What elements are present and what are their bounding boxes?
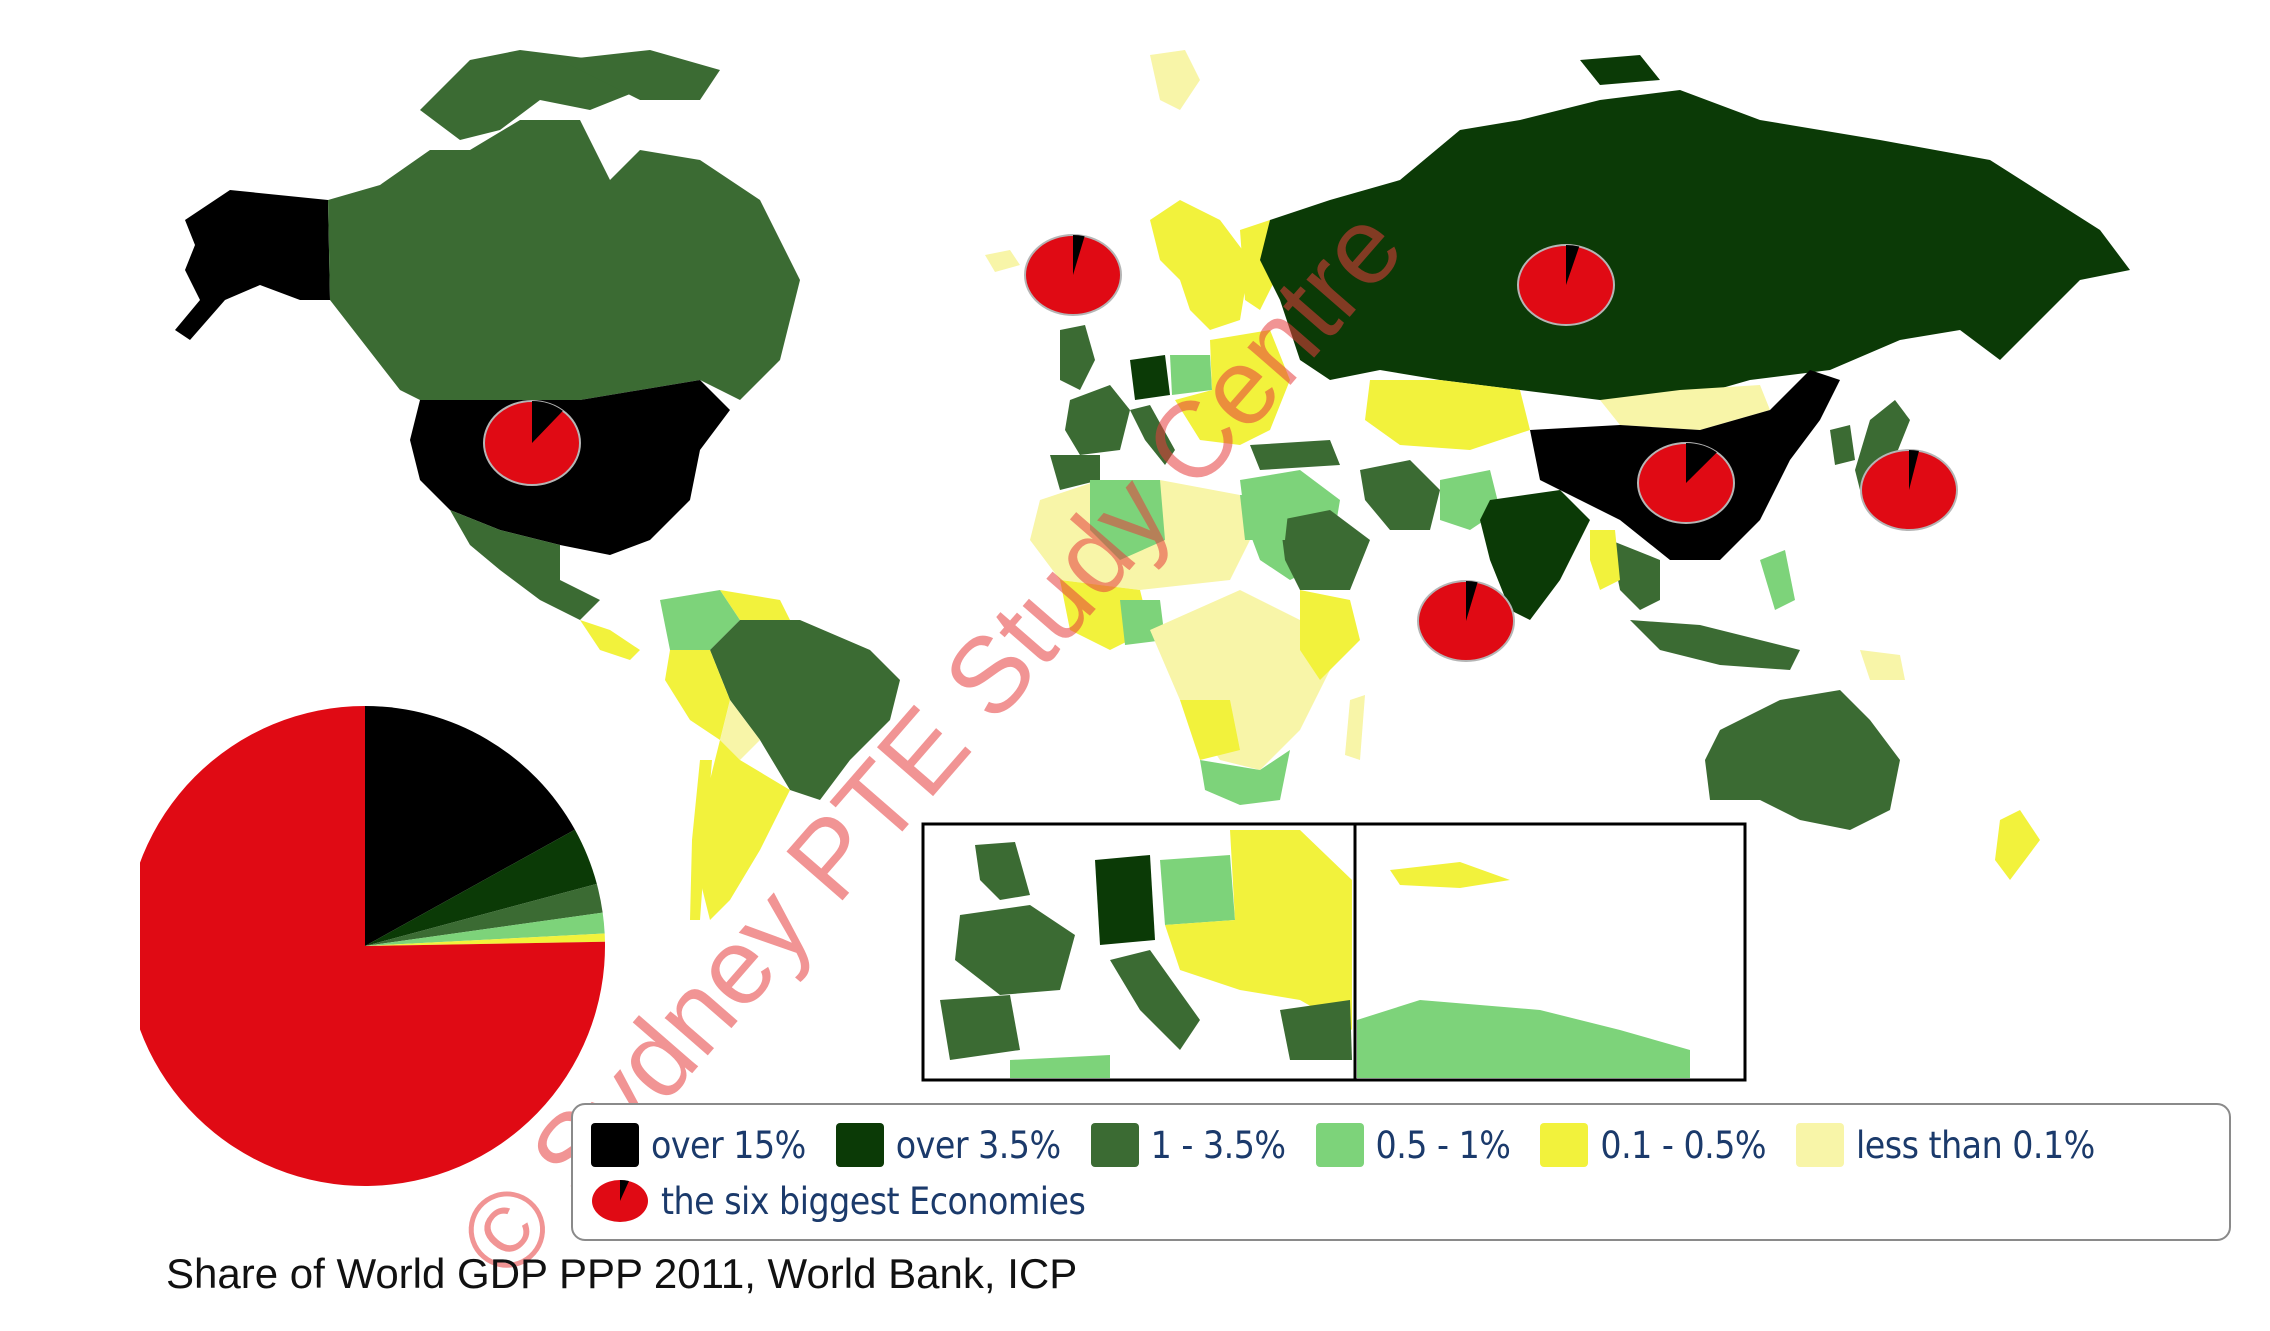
legend-swatch <box>1796 1123 1845 1167</box>
region-east-europe <box>1175 330 1290 445</box>
legend-row-pie: the six biggest Economies <box>591 1179 1115 1223</box>
legend-swatch <box>1090 1123 1139 1167</box>
legend-row-categories: over 15% over 3.5% 1 - 3.5% 0.5 - 1% 0.1… <box>591 1123 2095 1167</box>
region-italy <box>1130 405 1175 465</box>
region-chile <box>690 760 712 920</box>
region-uk <box>1060 325 1095 390</box>
region-indonesia <box>1630 620 1800 670</box>
economy-pie-slice <box>1073 235 1085 275</box>
region-greenland <box>1150 50 1200 110</box>
region-iran <box>1360 460 1440 530</box>
legend-pie-label: the six biggest Economies <box>661 1179 1086 1223</box>
inset-south-america <box>1357 1000 1690 1078</box>
region-peru <box>665 650 730 740</box>
legend: over 15% over 3.5% 1 - 3.5% 0.5 - 1% 0.1… <box>571 1103 2231 1241</box>
region-new-zealand <box>1995 810 2040 880</box>
region-france <box>1065 385 1130 455</box>
legend-swatch <box>591 1123 639 1167</box>
region-thailand <box>1590 530 1620 590</box>
inset-east <box>1165 830 1352 1030</box>
region-east-africa <box>1300 590 1360 680</box>
pie-slice <box>365 912 605 946</box>
legend-label: 0.5 - 1% <box>1375 1123 1511 1167</box>
pie-slice <box>365 883 603 946</box>
region-india <box>1480 490 1590 620</box>
region-angola <box>1180 700 1240 760</box>
legend-item: 0.1 - 0.5% <box>1540 1123 1767 1167</box>
region-central-africa <box>1150 590 1330 770</box>
legend-label: less than 0.1% <box>1856 1123 2095 1167</box>
region-bolivia <box>720 700 760 760</box>
legend-item: 0.5 - 1% <box>1315 1123 1511 1167</box>
region-alaska <box>175 190 330 340</box>
pie-crop <box>0 700 140 1200</box>
inset-italy <box>1110 950 1200 1050</box>
region-canada-arctic <box>560 50 720 100</box>
region-saudi <box>1280 510 1370 590</box>
inset-germany <box>1095 855 1155 945</box>
inset-cuba <box>1390 862 1510 888</box>
economy-pie-slice <box>1466 581 1478 621</box>
region-kazakhstan <box>1365 380 1530 450</box>
inset-poland <box>1160 855 1235 925</box>
region-spain <box>1050 455 1100 490</box>
inset-uk <box>975 842 1030 900</box>
legend-swatch <box>835 1123 884 1167</box>
legend-label: 1 - 3.5% <box>1150 1123 1286 1167</box>
pie-slice <box>365 933 605 946</box>
region-poland <box>1170 355 1212 395</box>
figure-caption: Share of World GDP PPP 2011, World Bank,… <box>166 1250 1078 1297</box>
region-korea <box>1830 425 1855 465</box>
legend-item: over 15% <box>591 1123 806 1167</box>
legend-swatch <box>1540 1123 1589 1167</box>
pie-slice <box>365 706 575 946</box>
region-germany <box>1130 355 1170 400</box>
legend-item-pie: the six biggest Economies <box>591 1179 1086 1223</box>
world-share-pie <box>0 700 605 1200</box>
region-scandinavia <box>1150 200 1250 330</box>
region-colombia <box>660 590 740 650</box>
economy-pie-slice <box>1566 245 1580 285</box>
region-russia-islands <box>1580 55 1660 85</box>
region-algeria <box>1090 480 1165 560</box>
pie-slice <box>125 706 605 1186</box>
region-canada <box>328 120 800 400</box>
region-mexico <box>450 510 600 620</box>
region-south-africa <box>1200 750 1290 805</box>
region-iceland <box>985 250 1020 272</box>
region-australia <box>1705 690 1900 830</box>
region-turkey <box>1250 440 1340 470</box>
legend-label: 0.1 - 0.5% <box>1600 1123 1767 1167</box>
economy-pie-slice <box>532 401 563 443</box>
inset-france <box>955 905 1075 995</box>
region-png <box>1860 650 1905 680</box>
region-argentina <box>700 740 790 920</box>
region-venezuela <box>720 590 790 620</box>
legend-item: over 3.5% <box>835 1123 1061 1167</box>
legend-item: less than 0.1% <box>1796 1123 2095 1167</box>
inset-turkey <box>1280 1000 1352 1060</box>
region-philippines <box>1760 550 1795 610</box>
pie-slice <box>365 829 597 946</box>
legend-label: over 15% <box>651 1123 806 1167</box>
region-egypt <box>1240 495 1290 540</box>
legend-label: over 3.5% <box>895 1123 1061 1167</box>
inset-north-africa <box>1010 1055 1110 1078</box>
region-russia <box>1260 90 2130 400</box>
region-madagascar <box>1345 695 1365 760</box>
inset-spain <box>940 995 1020 1060</box>
region-mongolia <box>1600 385 1770 430</box>
region-central-america <box>580 620 640 660</box>
pie-legend-icon <box>592 1179 648 1222</box>
region-se-asia <box>1610 540 1660 610</box>
six-biggest-pies <box>483 234 1958 662</box>
economy-pie-slice <box>1909 450 1919 490</box>
region-brazil <box>710 620 900 800</box>
legend-item: 1 - 3.5% <box>1090 1123 1286 1167</box>
legend-swatch <box>1315 1123 1364 1167</box>
economy-pie-slice <box>1686 443 1717 483</box>
